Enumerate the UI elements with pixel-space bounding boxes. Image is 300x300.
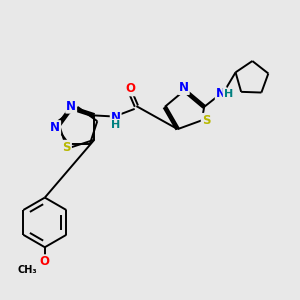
Text: N: N [50, 121, 60, 134]
Text: S: S [62, 141, 71, 154]
Text: N: N [66, 100, 76, 113]
Text: O: O [40, 255, 50, 268]
Text: H: H [224, 89, 233, 99]
Text: N: N [216, 87, 226, 100]
Text: CH₃: CH₃ [18, 265, 38, 275]
Text: S: S [202, 114, 210, 127]
Text: N: N [111, 111, 121, 124]
Text: CH₃: CH₃ [20, 265, 39, 275]
Text: O: O [125, 82, 135, 95]
Text: N: N [179, 81, 189, 94]
Text: H: H [111, 120, 121, 130]
